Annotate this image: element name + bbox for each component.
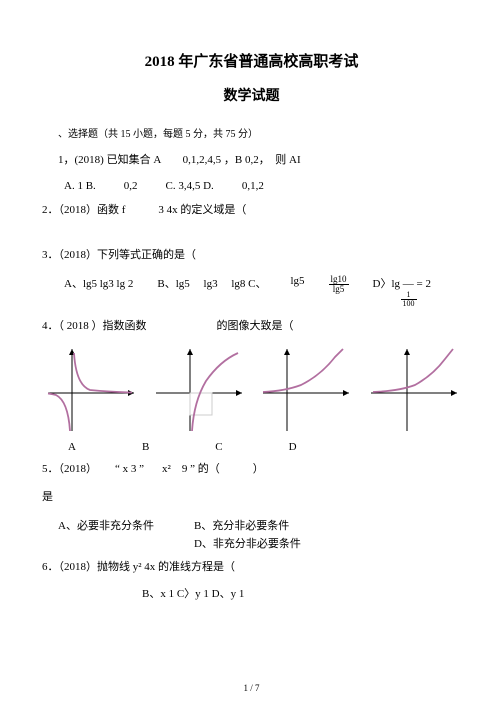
q1-opt-d: 0,1,2 bbox=[242, 180, 264, 192]
q6-opts: B、x 1 C〉y 1 D、y 1 bbox=[42, 586, 461, 604]
q3-opt-a: A、lg5 lg3 lg 2 bbox=[64, 275, 133, 308]
q5-l1c: x² 9 ” 的（ ） bbox=[162, 461, 264, 479]
section-header: 、选择题（共 15 小题，每题 5 分，共 75 分） bbox=[42, 125, 461, 140]
q4-stem-r: 的图像大致是（ bbox=[217, 318, 294, 336]
q3-options: A、lg5 lg3 lg 2 B、lg5 lg3 lg8 C、 lg5 lg10… bbox=[42, 275, 461, 308]
q3-stem: 3．（2018）下列等式正确的是（ bbox=[42, 247, 461, 265]
title-main: 2018 年广东省普通高校高职考试 bbox=[42, 50, 461, 71]
q5-opt-a: A、必要非充分条件 bbox=[42, 517, 154, 551]
q2-stem: 2．（2018）函数 f 3 4x 的定义域是（ bbox=[42, 202, 461, 220]
q3-opt-c-pre: lg5 bbox=[290, 275, 304, 308]
q1-stem: 1，(2018) 已知集合 A 0,1,2,4,5 ，B 0,2， 则 AI bbox=[42, 152, 461, 170]
q3-d-text: D〉lg bbox=[373, 278, 401, 290]
q5-l1a: 5．（2018） bbox=[42, 461, 97, 479]
q1-opt-c: C. 3,4,5 D. bbox=[166, 180, 214, 192]
chart-labels: A B C D bbox=[42, 441, 461, 453]
label-c: C bbox=[215, 441, 222, 453]
q3-frac1-den: lg5 bbox=[329, 285, 349, 294]
q5-options: A、必要非充分条件 B、充分非必要条件 D、非充分非必要条件 bbox=[42, 517, 461, 551]
title-sub: 数学试题 bbox=[42, 85, 461, 105]
q5-line2: 是 bbox=[42, 489, 461, 507]
chart-a bbox=[42, 345, 138, 435]
q4-stem-l: 4．（ 2018 ）指数函数 bbox=[42, 318, 147, 336]
chart-c bbox=[257, 345, 353, 435]
q3-d-text2: — = 2 bbox=[403, 278, 431, 290]
label-a: A bbox=[68, 441, 76, 453]
q3-opt-d: D〉lg — = 2 1 100 bbox=[373, 275, 431, 308]
q5-l1b: “ x 3 ” bbox=[115, 461, 144, 479]
label-d: D bbox=[289, 441, 297, 453]
label-b: B bbox=[142, 441, 149, 453]
q3-d-den: 100 bbox=[401, 300, 417, 308]
charts-row bbox=[42, 345, 461, 435]
page-footer: 1 / 7 bbox=[0, 683, 503, 693]
q3-opt-b: B、lg5 lg3 lg8 C、 bbox=[157, 275, 266, 308]
q5-opt-d: D、非充分非必要条件 bbox=[194, 535, 301, 551]
q4-stem: 4．（ 2018 ）指数函数 的图像大致是（ bbox=[42, 318, 461, 336]
q1-opt-b: 0,2 bbox=[124, 180, 138, 192]
chart-b bbox=[150, 345, 246, 435]
q1-options: A. 1 B. 0,2 C. 3,4,5 D. 0,1,2 bbox=[42, 180, 461, 192]
q1-opt-a: A. 1 B. bbox=[64, 180, 96, 192]
q5-opt-b: B、充分非必要条件 bbox=[194, 517, 301, 533]
q3-frac1: lg10 lg5 bbox=[329, 275, 349, 308]
q6-stem: 6．（2018）抛物线 y² 4x 的准线方程是（ bbox=[42, 559, 461, 577]
q5-line1: 5．（2018） “ x 3 ” x² 9 ” 的（ ） bbox=[42, 461, 461, 479]
chart-d bbox=[365, 345, 461, 435]
